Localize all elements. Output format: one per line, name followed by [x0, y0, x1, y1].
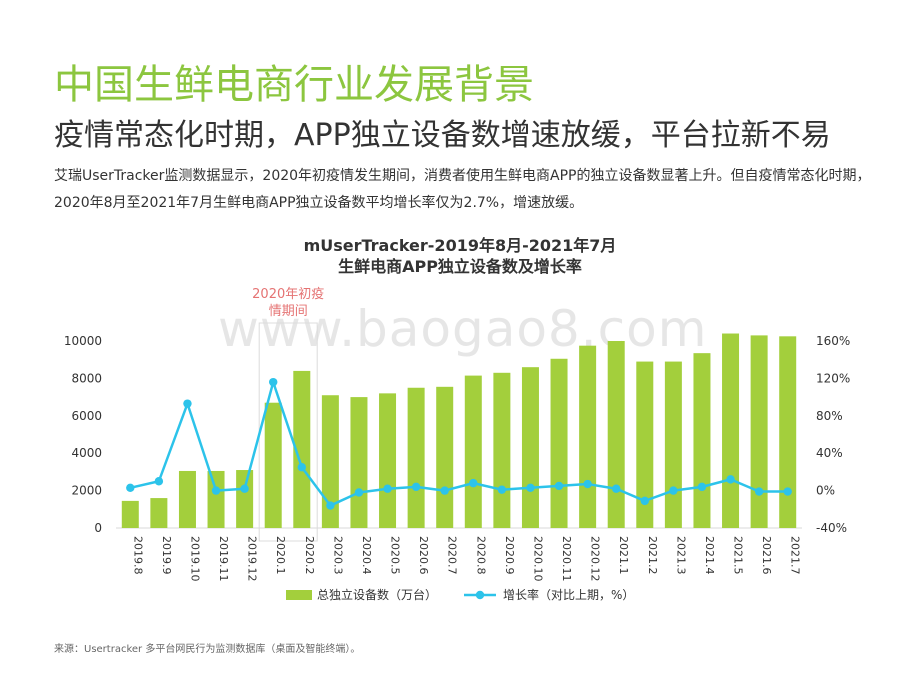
growth-point-2020.9 — [497, 485, 507, 494]
bar-2019.11 — [207, 470, 225, 528]
bar-2020.2 — [293, 370, 311, 528]
right-axis-tick-label: 80% — [816, 409, 843, 423]
x-tick-label: 2021.7 — [789, 536, 802, 575]
x-tick-label: 2020.6 — [417, 536, 430, 575]
x-tick-label: 2019.9 — [160, 536, 173, 575]
growth-point-2020.3 — [326, 501, 335, 510]
growth-point-2021.4 — [697, 482, 707, 492]
legend-line-marker — [475, 590, 485, 600]
growth-point-2020.6 — [411, 482, 421, 492]
bar-2020.6 — [407, 387, 425, 528]
left-axis-tick-label: 8000 — [71, 371, 102, 385]
bar-2020.1 — [264, 402, 282, 528]
growth-point-2019.10 — [183, 399, 192, 408]
description-text: 艾瑞UserTracker监测数据显示，2020年初疫情发生期间，消费者使用生鲜… — [54, 168, 871, 211]
growth-point-2021.5 — [726, 475, 735, 484]
page-subtitle: 疫情常态化时期，APP独立设备数增速放缓，平台拉新不易 — [54, 118, 831, 153]
growth-point-2020.4 — [354, 488, 364, 497]
bar-2019.8 — [121, 500, 139, 528]
bar-2020.11 — [550, 358, 568, 528]
x-tick-label: 2021.3 — [674, 536, 687, 575]
growth-point-2021.2 — [640, 496, 649, 506]
growth-point-2019.8 — [126, 483, 135, 492]
right-axis-tick-label: 160% — [816, 334, 850, 348]
x-tick-label: 2020.8 — [474, 536, 487, 575]
right-axis-tick-label: 120% — [816, 371, 850, 385]
bar-2019.9 — [150, 498, 168, 528]
bar-2020.10 — [521, 367, 539, 528]
x-tick-label: 2019.12 — [246, 536, 259, 582]
growth-point-2020.1 — [269, 377, 278, 387]
growth-point-2019.11 — [211, 486, 221, 495]
x-tick-label: 2020.1 — [274, 536, 287, 575]
legend-bar-label: 总独立设备数（万台） — [317, 587, 437, 602]
growth-point-2020.10 — [526, 483, 535, 492]
bar-2021.7 — [779, 336, 797, 528]
growth-rate-line — [130, 380, 788, 507]
growth-point-2020.7 — [440, 486, 449, 495]
x-tick-label: 2020.4 — [360, 536, 373, 575]
bar-2020.9 — [493, 372, 511, 528]
growth-point-2019.9 — [154, 477, 164, 486]
growth-point-2021.3 — [669, 486, 678, 495]
x-tick-label: 2021.2 — [646, 536, 659, 575]
bar-2019.10 — [178, 470, 196, 528]
right-axis-tick-label: -40% — [816, 521, 847, 535]
bar-2020.3 — [321, 395, 339, 528]
left-axis-tick-label: 10000 — [64, 334, 102, 348]
bar-2021.6 — [750, 335, 768, 528]
bar-2020.8 — [464, 375, 482, 528]
watermark: www.baogao8.com — [218, 300, 708, 358]
x-tick-label: 2020.3 — [331, 536, 344, 575]
bar-2020.5 — [379, 393, 397, 528]
bar-2021.3 — [664, 361, 682, 528]
right-axis-tick-label: 40% — [816, 446, 843, 460]
x-tick-label: 2020.10 — [531, 536, 544, 582]
page-title: 中国生鲜电商行业发展背景 — [54, 62, 534, 108]
left-axis-tick-label: 0 — [94, 521, 102, 535]
x-tick-label: 2021.6 — [760, 536, 773, 575]
annotation-label-line2: 情期间 — [269, 304, 308, 319]
x-tick-label: 2019.11 — [217, 536, 230, 582]
bar-2021.5 — [722, 333, 740, 528]
x-tick-label: 2019.10 — [188, 536, 201, 582]
bar-2020.12 — [579, 345, 597, 528]
bar-2019.12 — [236, 470, 254, 528]
annotation-label-line1: 2020年初疫 — [252, 286, 324, 302]
x-tick-label: 2020.11 — [560, 536, 573, 582]
source-note: 来源：Usertracker 多平台网民行为监测数据库（桌面及智能终端）。 — [54, 644, 361, 655]
chart-title-line2: 生鲜电商APP独立设备数及增长率 — [338, 257, 582, 276]
growth-point-2020.8 — [469, 478, 478, 488]
growth-point-2020.11 — [554, 481, 564, 491]
left-axis-tick-label: 6000 — [71, 409, 102, 423]
x-tick-label: 2020.2 — [303, 536, 316, 575]
legend-bar-swatch — [286, 590, 312, 600]
legend-line-label: 增长率（对比上期，%） — [503, 587, 634, 602]
left-axis-tick-label: 4000 — [71, 446, 102, 460]
bar-2020.7 — [436, 386, 454, 528]
x-tick-label: 2019.8 — [131, 536, 144, 575]
x-tick-label: 2021.4 — [703, 536, 716, 575]
x-tick-label: 2020.5 — [389, 536, 402, 575]
growth-point-2020.2 — [297, 463, 306, 472]
bar-2021.4 — [693, 353, 711, 528]
right-axis-tick-label: 0% — [816, 484, 835, 498]
bar-2021.2 — [636, 361, 654, 528]
chart-title-line1: mUserTracker-2019年8月-2021年7月 — [303, 236, 617, 255]
bar-2020.4 — [350, 397, 368, 528]
x-tick-label: 2020.12 — [589, 536, 602, 582]
x-tick-label: 2021.1 — [617, 536, 630, 575]
growth-point-2021.1 — [612, 484, 621, 493]
growth-point-2020.12 — [583, 479, 592, 489]
growth-point-2021.6 — [754, 487, 764, 496]
x-tick-label: 2020.7 — [446, 536, 459, 575]
left-axis-tick-label: 2000 — [71, 484, 102, 498]
bar-2021.1 — [607, 341, 625, 528]
growth-point-2021.7 — [783, 487, 792, 496]
growth-point-2019.12 — [240, 484, 249, 493]
x-tick-label: 2020.9 — [503, 536, 516, 575]
x-tick-label: 2021.5 — [732, 536, 745, 575]
growth-point-2020.5 — [383, 484, 392, 493]
